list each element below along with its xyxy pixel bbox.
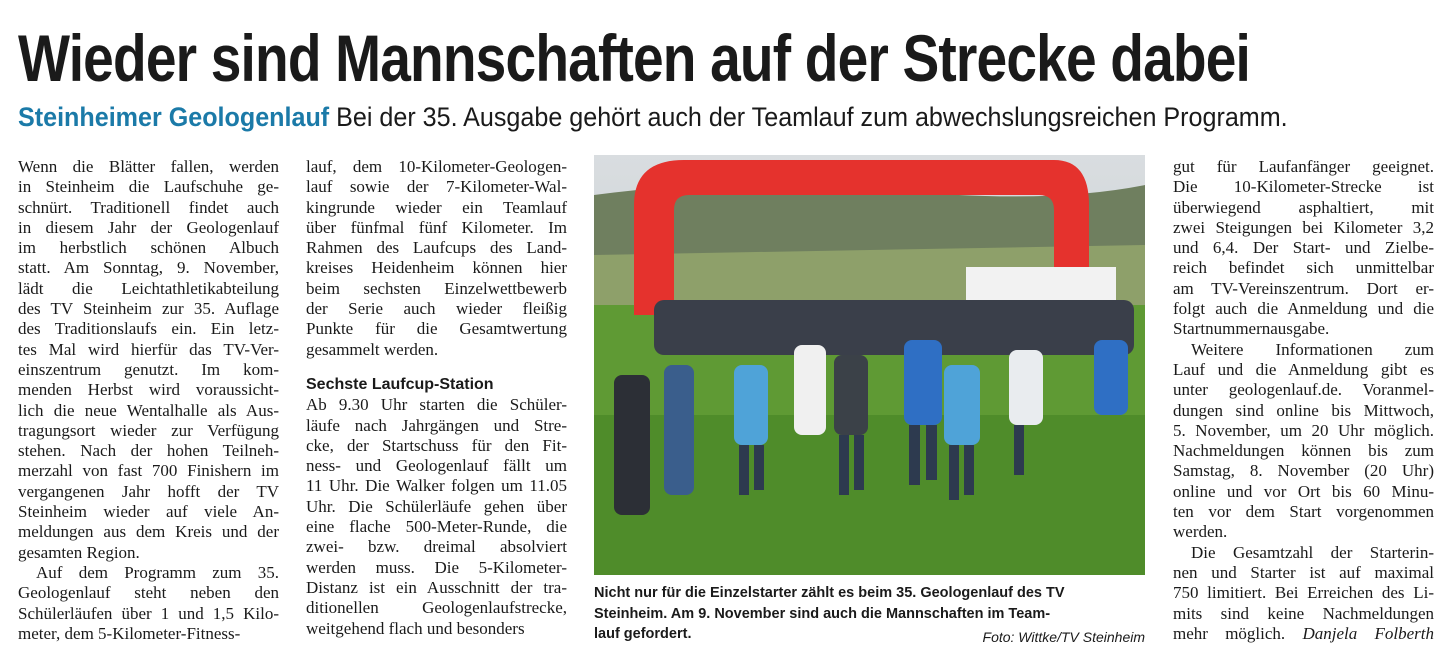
text-line: kingrunde wieder ein Teamlauf [306,197,567,217]
text-line: Nachmeldungen können bis zum [1173,441,1434,461]
text-line: Samstag, 8. November (20 Uhr) [1173,461,1434,481]
text-line: meldungen aus dem Kreis und der [18,522,279,542]
text-line: lich die neue Wentalhalle als Aus- [18,400,279,420]
text-column: gut für Laufanfänger geeignet. Die 10-Kil… [1173,157,1434,644]
text-line: Ab 9.30 Uhr starten die Schüler- [306,395,567,415]
text-line: dungen sind online bis Mittwoch, [1173,400,1434,420]
paragraph: Ab 9.30 Uhr starten die Schüler-läufe na… [306,395,567,639]
text-line: Distanz ist ein Ausschnitt der tra- [306,577,567,597]
caption-line: Nicht nur für die Einzelstarter zählt es… [594,585,1065,601]
text-line: Auf dem Programm zum 35. [36,562,279,582]
text-line: ten vor dem Start vorgenommen [1173,502,1434,522]
text-column: lauf, dem 10-Kilometer-Geologen-lauf sow… [306,157,567,639]
text-line: der Serie auch wieder fleißig [306,299,567,319]
photo-credit: Foto: Wittke/TV Steinheim [982,628,1145,645]
text-line: merzahl von fast 700 Finishern im [18,461,279,481]
text-line: über fünfmal fünf Kilometer. Im [306,217,567,237]
text-line: Die Gesamtzahl der Starterin- [1191,542,1434,562]
text-line: Startnummernausgabe. [1173,319,1330,339]
text-line: zwei- bzw. dreimal absolviert [306,537,567,557]
text-column: Wenn die Blätter fallen, werden in Steinh… [18,157,279,644]
text-line: überwiegend asphaltiert, mit [1173,197,1434,217]
text-line: vergangenen Jahr hofft der TV [18,481,279,501]
photo [594,155,1145,575]
text-line: in diesem Jahr der Geologenlauf [18,217,279,237]
text-line: unter geologenlauf.de. Voranmel- [1173,380,1434,400]
text-line: schnürt. Traditionell findet auch [18,197,279,217]
paragraph: gut für Laufanfänger geeignet. Die 10-Kil… [1173,157,1434,340]
paragraph: Wenn die Blätter fallen, werden in Steinh… [18,157,279,563]
text-line: des TV Steinheim zur 35. Auflage [18,299,279,319]
text-line: 11 Uhr. Die Walker folgen um 11.05 [306,476,567,496]
subheading: Sechste Laufcup-Station [306,375,494,393]
text-line: nen und Starter ist auf maximal [1173,562,1434,582]
text-line: meter, dem 5-Kilometer-Fitness- [18,623,241,643]
text-line: weitgehend flach und besonders [306,618,525,638]
text-line: Steinheim wieder auf viele An- [18,502,279,522]
text-line: Schülerläufen über 1 und 1,5 Kilo- [18,603,279,623]
text-line: gesammelt werden. [306,339,439,359]
text-line: ness- und Geologenlauf fällt um [306,456,567,476]
text-line: mehr möglich. Danjela Folberth [1173,623,1434,643]
text-line: Weitere Informationen zum [1191,339,1434,359]
text-line: beim sechsten Einzelwettbewerb [306,278,567,298]
text-line: läufe nach Jahrgängen und Stre- [306,415,567,435]
paragraph: lauf, dem 10-Kilometer-Geologen-lauf sow… [306,157,567,360]
text-line: gesamten Region. [18,542,140,562]
text-line: 5. November, um 20 Uhr möglich. [1173,420,1434,440]
kicker: Steinheimer Geologenlauf [18,102,330,132]
text-line: online und vor Ort bis 60 Minu- [1173,481,1434,501]
caption-line: Steinheim. Am 9. November sind auch die … [594,605,1051,622]
text-line: Wenn die Blätter fallen, werden [18,157,279,176]
text-line: tes Mal wird hierfür das TV-Ver- [18,339,279,359]
text-line: des Traditionslaufs ein. Ein letz- [18,319,279,339]
text-line: in Steinheim die Laufschuhe ge- [18,177,279,197]
text-line: cke, der Startschuss für den Fit- [306,435,567,455]
text-line: Geologenlauf steht neben den [18,583,279,603]
subline-text: Bei der 35. Ausgabe gehört auch der Team… [336,102,1288,132]
text-line: im herbstlich schönen Albuch [18,238,279,258]
text-line: gut für Laufanfänger geeignet. [1173,157,1434,176]
text-line: tragungsort wieder zur Verfügung [18,420,279,440]
text-line: lädt die Leichtathletikabteilung [18,278,279,298]
text-line: werden muss. Die 5-Kilometer- [306,557,567,577]
text-line: einszentrum genutzt. Im kom- [18,359,279,379]
text-line: Uhr. Die Schülerläufe gehen über [306,496,567,516]
text-line: am TV-Vereinszentrum. Dort er- [1173,278,1434,298]
text-line: stehen. Nach der hohen Teilneh- [18,441,279,461]
text-line: lauf sowie der 7-Kilometer-Wal- [306,177,567,197]
text-line: ditionellen Geologenlaufstrecke, [306,598,567,618]
text-line: folgt auch die Anmeldung und die [1173,299,1434,319]
text-line: lauf, dem 10-Kilometer-Geologen- [306,157,567,176]
text-line: Lauf und die Anmeldung gibt es [1173,359,1434,379]
text-line: eine flache 500-Meter-Runde, die [306,517,567,537]
headline: Wieder sind Mannschaften auf der Strecke… [18,21,1251,95]
text-line: menden Herbst wird voraussicht- [18,380,279,400]
text-line: kreises Heidenheim können hier [306,258,567,278]
text-line: reich befindet sich unmittelbar [1173,258,1434,278]
text-line: Rahmen des Laufcups des Land- [306,238,567,258]
text-line: mits sind keine Nachmeldungen [1173,603,1434,623]
photo-caption: Nicht nur für die Einzelstarter zählt es… [594,583,1145,645]
text-line: statt. Am Sonntag, 9. November, [18,258,279,278]
text-line: Punkte für die Gesamtwertung [306,319,567,339]
text-line: werden. [1173,522,1228,542]
caption-line: lauf gefordert. [594,626,692,642]
text-line: zwei Steigungen bei Kilometer 3,2 [1173,217,1434,237]
subline: Steinheimer Geologenlauf Bei der 35. Aus… [18,102,1288,133]
paragraph: Weitere Informationen zum Lauf und die An… [1173,340,1434,543]
author: Danjela Folberth [1302,623,1434,643]
text-line: 750 limitiert. Bei Erreichen des Li- [1173,583,1434,603]
paragraph: Die Gesamtzahl der Starterin-nen und Sta… [1173,543,1434,644]
paragraph: Auf dem Programm zum 35. Geologenlauf ste… [18,563,279,644]
text-line: Die 10-Kilometer-Strecke ist [1173,177,1434,197]
text-line: und 6,4. Der Start- und Zielbe- [1173,238,1434,258]
